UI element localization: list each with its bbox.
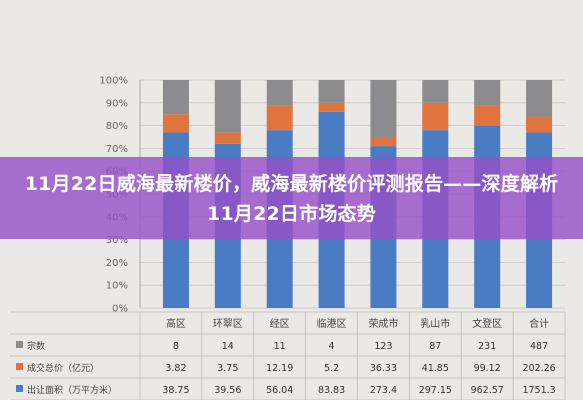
- table-value: 5.2: [324, 363, 339, 374]
- legend-swatch: [16, 363, 23, 370]
- bar-segment: [474, 105, 501, 126]
- table-value: 4: [329, 341, 335, 352]
- y-tick-label: 0%: [112, 304, 128, 315]
- x-category-label: 经区: [270, 317, 290, 330]
- x-category-label: 临港区: [317, 317, 347, 330]
- article-title: 11月22日威海最新楼价，威海最新楼价评测报告——深度解析11月22日市场态势: [24, 173, 559, 225]
- legend-label: 宗数: [27, 340, 45, 352]
- bar-segment: [370, 137, 397, 147]
- table-value: 1751.3: [522, 385, 555, 396]
- table-value: 99.12: [474, 363, 501, 374]
- table-value: 56.04: [266, 385, 293, 396]
- bar-segment: [318, 80, 345, 103]
- bar-segment: [214, 132, 241, 144]
- table-value: 12.19: [266, 363, 293, 374]
- y-tick-label: 20%: [106, 258, 128, 269]
- bar-segment: [422, 102, 449, 131]
- y-tick-label: 100%: [99, 76, 128, 87]
- legend-label: 出让面积（万平方米）: [27, 384, 117, 396]
- table-value: 123: [374, 341, 392, 352]
- table-value: 87: [429, 341, 441, 352]
- table-value: 14: [222, 341, 234, 352]
- article-title-banner: 11月22日威海最新楼价，威海最新楼价评测报告——深度解析11月22日市场态势: [0, 157, 583, 239]
- bar-segment: [162, 114, 189, 133]
- table-value: 8: [173, 341, 179, 352]
- table-value: 41.85: [422, 363, 449, 374]
- x-category-label: 荣成市: [368, 317, 398, 330]
- table-value: 202.26: [522, 363, 555, 374]
- x-category-label: 乳山市: [420, 317, 450, 330]
- table-value: 38.75: [162, 385, 189, 396]
- bar-segment: [266, 80, 293, 106]
- x-category-label: 高区: [166, 317, 186, 330]
- x-category-label: 环翠区: [213, 318, 243, 330]
- table-value: 36.33: [370, 363, 397, 374]
- table-value: 11: [274, 341, 286, 352]
- bar-segment: [318, 102, 345, 112]
- bar-segment: [474, 80, 501, 106]
- bar-segment: [422, 80, 449, 103]
- table-value: 3.75: [217, 363, 238, 374]
- bar-segment: [266, 105, 293, 131]
- bar-segment: [162, 80, 189, 115]
- table-value: 487: [530, 341, 548, 352]
- legend-label: 成交总价（亿元）: [27, 362, 99, 374]
- x-category-label: 合计: [529, 317, 549, 330]
- table-value: 83.83: [318, 385, 345, 396]
- table-value: 231: [478, 341, 496, 352]
- y-tick-label: 90%: [106, 98, 128, 109]
- bar-segment: [526, 80, 553, 117]
- table-value: 39.56: [214, 385, 241, 396]
- table-value: 273.4: [370, 385, 397, 396]
- y-tick-label: 30%: [106, 235, 128, 246]
- y-tick-label: 70%: [106, 144, 128, 155]
- bar-segment: [370, 80, 397, 137]
- table-value: 3.82: [165, 363, 186, 374]
- y-tick-label: 10%: [106, 281, 128, 292]
- bar-segment: [214, 80, 241, 133]
- x-category-label: 文登区: [472, 317, 502, 330]
- legend-swatch: [16, 341, 23, 348]
- legend-swatch: [16, 385, 23, 392]
- bar-segment: [526, 116, 553, 133]
- y-tick-label: 80%: [106, 121, 128, 132]
- table-value: 297.15: [419, 385, 452, 396]
- table-value: 962.57: [471, 385, 504, 396]
